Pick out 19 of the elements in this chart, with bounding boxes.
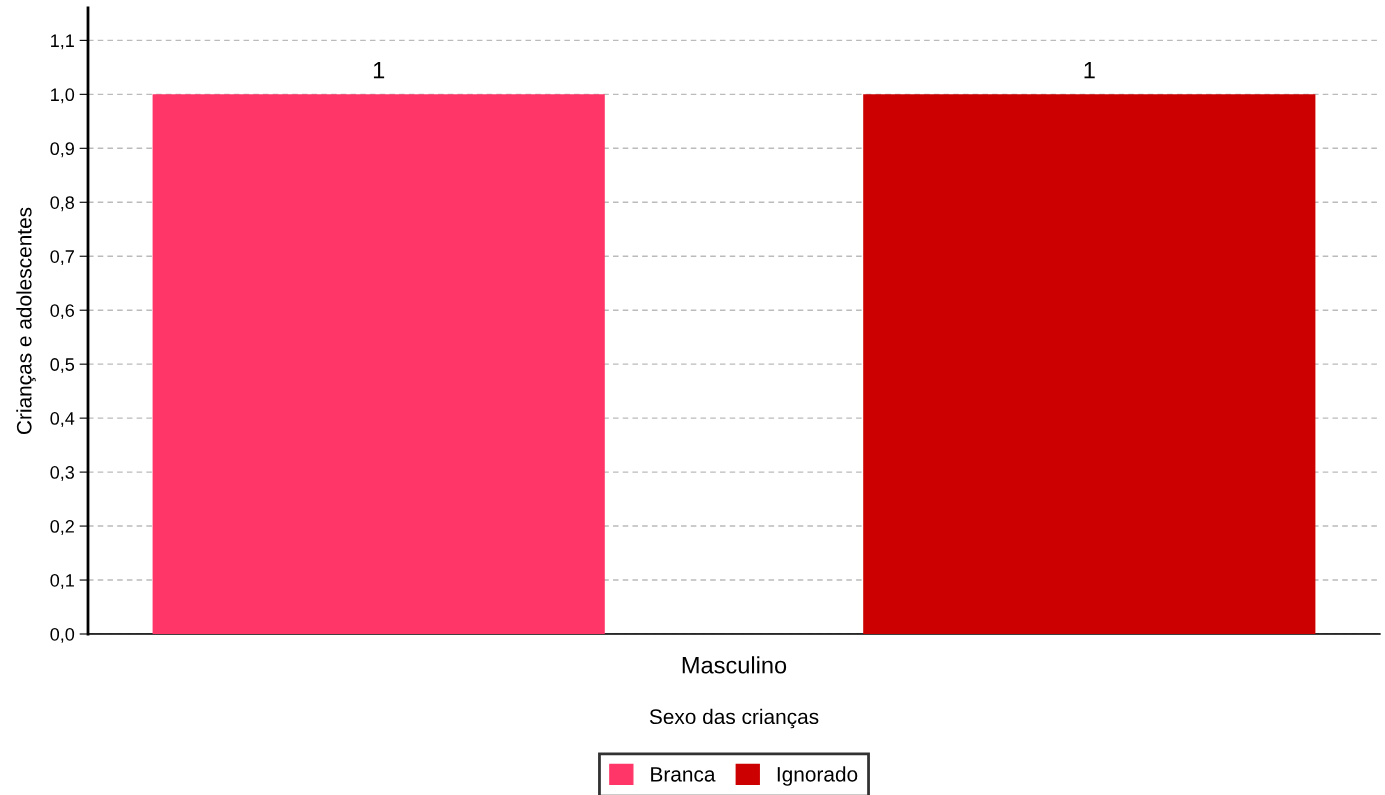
x-axis-title: Sexo das crianças bbox=[649, 708, 819, 729]
y-tick-label: 0,2 bbox=[50, 520, 74, 535]
y-tick-label: 0,5 bbox=[50, 358, 75, 374]
y-tick-label: 0,4 bbox=[50, 412, 75, 427]
legend-label: Branca bbox=[651, 767, 716, 782]
legend-label: Ignorado bbox=[777, 766, 858, 786]
x-tick-label: Masculino bbox=[682, 656, 787, 674]
y-tick-label: 0,8 bbox=[50, 196, 75, 212]
data-label: 1 bbox=[373, 62, 385, 79]
y-tick-label: 0,0 bbox=[50, 627, 75, 643]
y-tick-label: 0,1 bbox=[50, 573, 74, 589]
y-tick-label: 0,3 bbox=[50, 466, 75, 481]
y-tick-label: 0,6 bbox=[50, 304, 75, 320]
data-label: 1 bbox=[1084, 62, 1095, 79]
y-tick-label: 0,9 bbox=[50, 142, 74, 158]
y-tick-label: 1,1 bbox=[51, 34, 74, 50]
y-axis-title: Crianças e adolescentes bbox=[16, 207, 36, 434]
y-tick-label: 0,7 bbox=[50, 250, 74, 266]
y-tick-label: 1,0 bbox=[51, 88, 75, 104]
